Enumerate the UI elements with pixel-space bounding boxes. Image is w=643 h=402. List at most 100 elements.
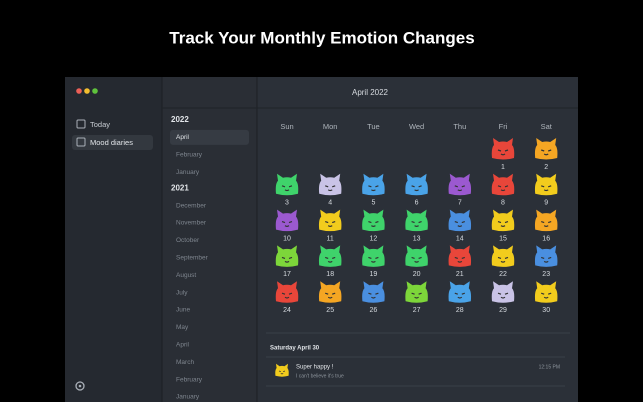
day-number[interactable]: 6 [415,200,419,207]
day-number[interactable]: 24 [283,307,291,314]
day-number[interactable]: 12 [370,235,378,242]
selected-item [72,135,153,150]
mood-cat [534,209,558,232]
day-number[interactable]: 21 [456,271,464,278]
cat-face [541,185,552,192]
diary-icon [76,137,86,147]
day-number[interactable]: 25 [326,307,334,314]
cat-face [325,256,336,263]
day-number[interactable]: 4 [328,200,332,207]
day-number[interactable]: 26 [370,307,378,314]
mood-cat [362,281,385,303]
entry-note: I can't believe it's true [296,373,344,379]
day-number[interactable]: 1 [501,164,505,171]
nav-item[interactable]: Mood diaries [90,138,133,147]
cat-face [411,221,422,227]
zoom-button[interactable] [92,88,98,94]
day-number[interactable]: 20 [413,271,421,278]
month-item[interactable]: February [176,152,203,159]
month-item[interactable]: April [176,342,190,349]
cat-face [541,221,552,227]
settings-icon[interactable] [75,381,85,391]
month-item[interactable]: February [176,376,203,383]
sidebar [65,77,162,402]
day-number[interactable]: 23 [542,271,550,278]
cat-face [368,292,379,299]
settings-icon [78,384,82,388]
cat-face [454,256,465,263]
month-item[interactable]: April [176,134,190,141]
cat-face [497,256,509,263]
mood-cat [318,173,342,196]
day-number[interactable]: 17 [283,271,291,278]
month-title: April 2022 [352,88,389,97]
day-number[interactable]: 2 [544,164,548,171]
entry-mood: Super happy ! [296,365,334,371]
mood-cat [448,281,472,303]
day-number[interactable]: 11 [327,235,334,242]
day-number[interactable]: 29 [499,307,507,314]
day-number[interactable]: 7 [458,200,462,207]
day-number[interactable]: 16 [542,235,550,242]
minimize-button[interactable] [84,88,90,94]
month-item[interactable]: October [176,237,200,244]
day-number[interactable]: 27 [413,307,421,314]
mood-cat [275,281,299,303]
mood-cat [275,363,289,377]
cat-face [281,256,293,263]
day-number[interactable]: 28 [456,307,464,314]
mood-cat [448,209,472,232]
month-item[interactable]: November [176,220,207,227]
day-number[interactable]: 9 [544,200,548,207]
month-item[interactable]: January [176,394,200,401]
day-number[interactable]: 15 [499,235,507,242]
cat-face [454,185,465,192]
selected-month [170,129,249,145]
month-item[interactable]: September [176,255,209,262]
day-number[interactable]: 5 [371,200,375,207]
mood-cat [275,173,299,196]
mood-cat [491,138,515,160]
cat-face [497,185,509,192]
cat-face [281,221,293,227]
cat-face [278,370,286,375]
close-button[interactable] [76,88,82,94]
day-number[interactable]: 13 [413,235,421,242]
mood-cat [318,209,342,232]
month-item[interactable]: June [176,307,190,314]
day-number[interactable]: 22 [499,271,507,278]
mood-cat [275,245,299,267]
nav-item[interactable]: Today [90,120,110,129]
mood-cat [534,173,558,196]
month-item[interactable]: March [176,359,194,366]
entry-time: 12:15 PM [539,364,560,370]
month-item[interactable]: May [176,324,189,331]
day-number[interactable]: 14 [456,235,464,242]
month-item[interactable]: December [176,202,207,209]
month-item[interactable]: July [176,289,188,296]
cat-face [281,292,293,299]
day-number[interactable]: 10 [283,235,291,242]
entry-date: Saturday April 30 [270,346,320,352]
weekday: Tue [367,122,380,131]
mood-cat [491,173,515,196]
today-icon [76,119,86,129]
mood-cat [448,245,472,267]
day-number[interactable]: 30 [542,307,550,314]
month-item[interactable]: August [176,272,196,279]
month-item[interactable]: January [176,169,200,176]
day-number[interactable]: 18 [326,271,334,278]
cat-face [497,292,509,299]
weekday: Mon [323,122,338,131]
day-number[interactable]: 3 [285,200,289,207]
mood-cat [534,281,558,303]
day-number[interactable]: 8 [501,200,505,207]
cat-face [368,185,379,192]
weekday: Sun [280,122,293,131]
cat-face [281,185,293,192]
day-number[interactable]: 19 [370,271,378,278]
headline: Track Your Monthly Emotion Changes [169,28,474,47]
cat-face [325,292,336,299]
cat-face [454,221,465,227]
mood-cat [318,245,342,267]
